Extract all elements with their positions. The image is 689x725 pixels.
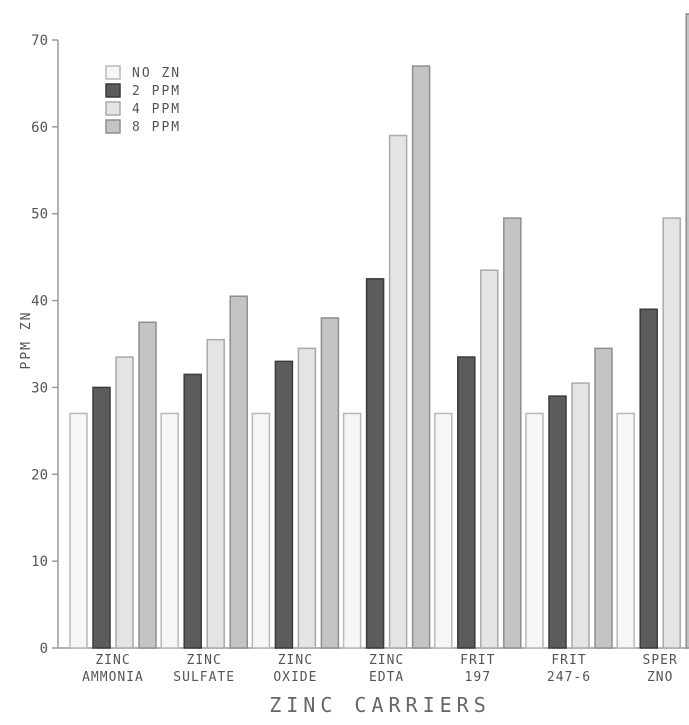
- bar-8-ppm-4: [411, 65, 431, 649]
- x-tick-label: ZINC: [278, 653, 313, 668]
- bar-4-ppm-4: [388, 134, 408, 649]
- bar-4-ppm-6: [571, 382, 590, 649]
- bar-4-ppm-1: [115, 356, 134, 649]
- y-tick-label: 20: [31, 467, 48, 483]
- y-tick-label: 70: [31, 33, 48, 49]
- bar-2-ppm-6: [548, 395, 567, 649]
- x-tick-label: ZNO: [647, 670, 673, 685]
- y-tick-label: 30: [31, 380, 48, 396]
- y-axis-title: PPM ZN: [19, 311, 34, 370]
- bar-4-ppm-7: [662, 217, 681, 649]
- legend: NO ZN 2 PPM 4 PPM 8 PPM: [105, 65, 181, 135]
- x-tick-label: ZINC: [95, 653, 130, 668]
- y-tick-label: 40: [31, 294, 48, 310]
- bar-8-ppm-3: [320, 317, 340, 649]
- bar-no-zn-4: [342, 412, 362, 649]
- legend-swatch: [105, 119, 121, 134]
- legend-swatch: [105, 83, 121, 98]
- x-tick-label: FRIT: [551, 653, 586, 668]
- bar-no-zn-7: [616, 412, 635, 649]
- bar-8-ppm-2: [229, 295, 248, 649]
- x-tick-label: AMMONIA: [82, 670, 144, 685]
- x-tick-labels: ZINC AMMONIA ZINC SULFATE ZINC OXIDE ZINC EDTA F…: [82, 653, 678, 685]
- bar-2-ppm-7: [639, 308, 658, 649]
- x-tick-label: OXIDE: [273, 670, 317, 685]
- bar-2-ppm-2: [183, 373, 202, 649]
- x-tick-label: SULFATE: [173, 670, 235, 685]
- x-tick-label: ZINC: [369, 653, 404, 668]
- x-tick-label: 197: [465, 670, 491, 685]
- bar-2-ppm-1: [92, 386, 111, 649]
- bar-4-ppm-3: [297, 347, 317, 649]
- bar-2-ppm-4: [365, 278, 385, 649]
- bar-no-zn-1: [69, 412, 88, 649]
- y-tick-label: 10: [31, 554, 48, 570]
- x-tick-label: SPER: [643, 653, 678, 668]
- bar-no-zn-2: [160, 412, 179, 649]
- x-axis-title: ZINC CARRIERS: [269, 693, 491, 717]
- legend-label: 8 PPM: [132, 120, 181, 135]
- bars: [69, 13, 689, 649]
- legend-label: NO ZN: [132, 66, 181, 81]
- bar-no-zn-5: [434, 412, 453, 649]
- bar-no-zn-3: [251, 412, 271, 649]
- bar-8-ppm-6: [594, 347, 613, 649]
- legend-swatch: [105, 101, 121, 116]
- legend-swatch: [105, 65, 121, 80]
- x-tick-label: EDTA: [369, 670, 404, 685]
- y-ticks: 0 10 20 30 40 50 60 70: [31, 33, 58, 657]
- legend-label: 2 PPM: [132, 84, 181, 99]
- bar-2-ppm-3: [274, 360, 294, 649]
- x-tick-label: FRIT: [460, 653, 495, 668]
- y-tick-label: 60: [31, 120, 48, 136]
- x-tick-label: ZINC: [187, 653, 222, 668]
- bar-8-ppm-5: [503, 217, 522, 649]
- bar-4-ppm-5: [480, 269, 499, 649]
- bar-4-ppm-2: [206, 338, 225, 649]
- y-tick-label: 50: [31, 207, 48, 223]
- legend-label: 4 PPM: [132, 102, 181, 117]
- bar-no-zn-6: [525, 412, 544, 649]
- x-tick-label: 247-6: [547, 670, 591, 685]
- y-tick-label: 0: [40, 641, 48, 657]
- bar-8-ppm-1: [138, 321, 157, 649]
- bar-2-ppm-5: [457, 356, 476, 649]
- bar-8-ppm-7: [685, 13, 689, 649]
